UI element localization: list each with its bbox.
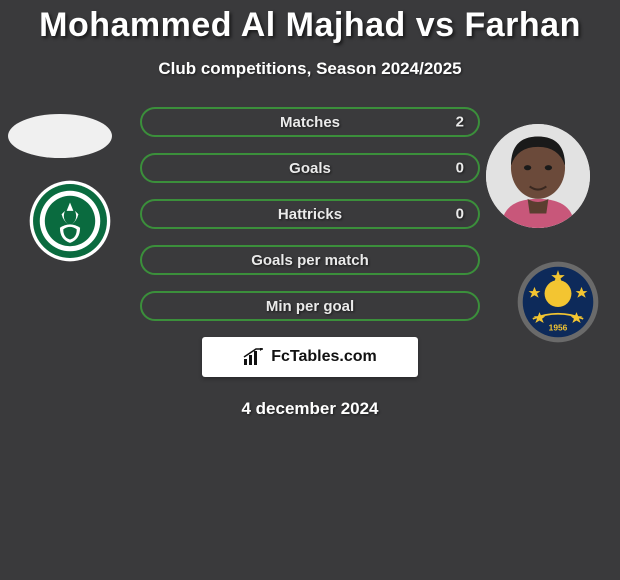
stats-area: Matches 2 Goals 0 Hattricks 0 Goals per … — [0, 107, 620, 321]
stat-row-gpm: Goals per match — [140, 245, 480, 275]
brand-box[interactable]: FcTables.com — [202, 337, 418, 377]
stat-label: Goals per match — [251, 252, 369, 269]
stat-label: Min per goal — [266, 298, 354, 315]
stat-row-matches: Matches 2 — [140, 107, 480, 137]
page-title: Mohammed Al Majhad vs Farhan — [0, 0, 620, 45]
stat-value-right: 0 — [456, 160, 464, 177]
subtitle: Club competitions, Season 2024/2025 — [0, 59, 620, 79]
stat-row-goals: Goals 0 — [140, 153, 480, 183]
stat-value-right: 0 — [456, 206, 464, 223]
stat-label: Hattricks — [278, 206, 342, 223]
stat-row-mpg: Min per goal — [140, 291, 480, 321]
bars-icon — [243, 348, 265, 366]
stat-label: Matches — [280, 114, 340, 131]
date-line: 4 december 2024 — [0, 399, 620, 419]
brand-label: FcTables.com — [271, 348, 377, 366]
stat-label: Goals — [289, 160, 331, 177]
club-year: 1956 — [549, 323, 568, 333]
stat-value-right: 2 — [456, 114, 464, 131]
stat-row-hattricks: Hattricks 0 — [140, 199, 480, 229]
